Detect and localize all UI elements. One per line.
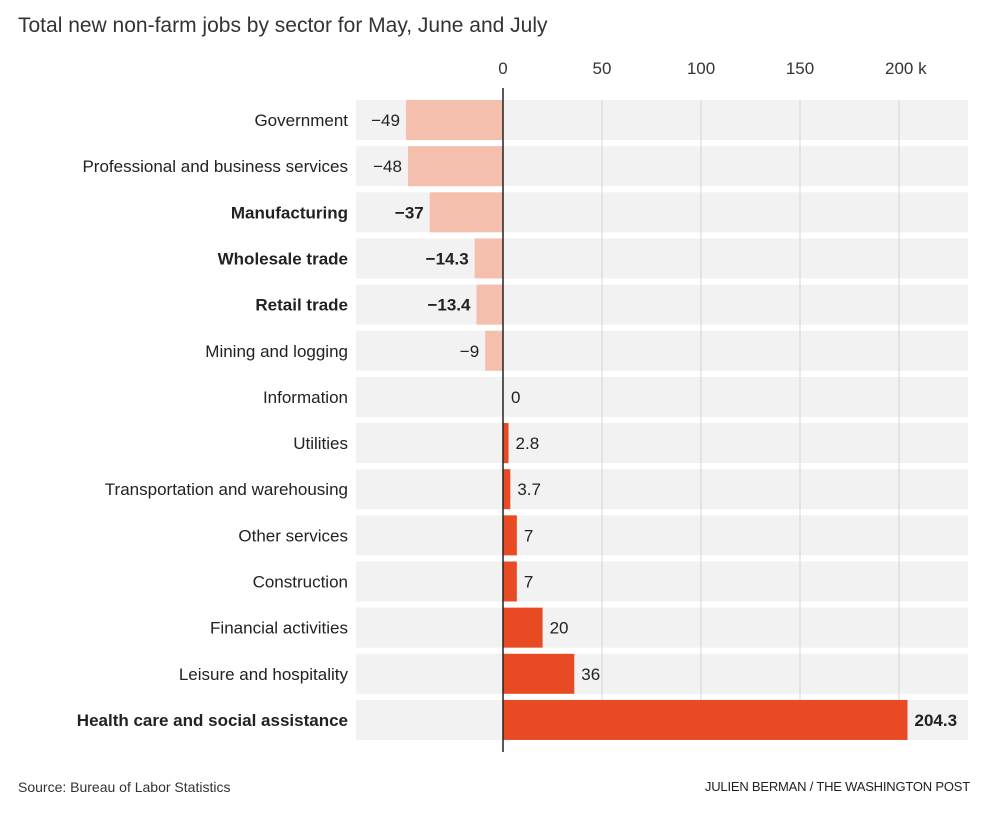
row-track — [356, 284, 968, 325]
data-label: −14.3 — [426, 249, 469, 268]
category-label: Mining and logging — [205, 342, 348, 361]
data-label: −9 — [460, 342, 479, 361]
data-label: 36 — [581, 665, 600, 684]
bar — [476, 284, 503, 325]
bar — [503, 469, 511, 510]
bar — [503, 653, 575, 694]
row-track — [356, 330, 968, 371]
bar — [405, 100, 503, 140]
bar — [503, 515, 517, 556]
row-track — [356, 607, 968, 648]
row-track — [356, 561, 968, 602]
category-label: Information — [263, 388, 348, 407]
bar — [407, 146, 503, 187]
category-label: Government — [254, 111, 348, 130]
x-tick-label: 200 k — [885, 59, 927, 78]
bar — [503, 699, 908, 740]
category-label: Transportation and warehousing — [105, 480, 348, 499]
data-label: −49 — [371, 111, 400, 130]
bar — [503, 423, 509, 464]
data-label: −13.4 — [427, 296, 471, 315]
row-track — [356, 653, 968, 694]
category-label: Wholesale trade — [218, 249, 348, 268]
category-label: Utilities — [293, 434, 348, 453]
x-tick-label: 100 — [687, 59, 715, 78]
row-track — [356, 423, 968, 464]
bar — [474, 238, 503, 279]
x-tick-label: 50 — [593, 59, 612, 78]
category-label: Professional and business services — [82, 157, 348, 176]
data-label: 7 — [524, 573, 533, 592]
data-label: −37 — [395, 203, 424, 222]
x-tick-label: 150 — [786, 59, 814, 78]
source-note: Source: Bureau of Labor Statistics — [18, 779, 231, 795]
category-label: Health care and social assistance — [77, 711, 348, 730]
row-track — [356, 238, 968, 279]
bar — [429, 192, 503, 233]
category-label: Retail trade — [255, 296, 348, 315]
category-label: Financial activities — [210, 619, 348, 638]
bar — [485, 330, 503, 371]
row-track — [356, 469, 968, 510]
category-label: Leisure and hospitality — [179, 665, 349, 684]
data-label: 0 — [511, 388, 520, 407]
bar — [503, 561, 517, 602]
data-label: −48 — [373, 157, 402, 176]
data-label: 20 — [550, 619, 569, 638]
category-label: Construction — [253, 573, 348, 592]
category-label: Other services — [238, 526, 348, 545]
x-tick-label: 0 — [498, 59, 507, 78]
data-label: 204.3 — [915, 711, 958, 730]
data-label: 7 — [524, 526, 533, 545]
data-label: 2.8 — [516, 434, 540, 453]
category-label: Manufacturing — [231, 203, 348, 222]
chart-title: Total new non-farm jobs by sector for Ma… — [18, 14, 548, 37]
row-track — [356, 515, 968, 556]
data-label: 3.7 — [517, 480, 541, 499]
row-track — [356, 376, 968, 417]
bar — [503, 607, 543, 648]
credit-line: JULIEN BERMAN / THE WASHINGTON POST — [704, 779, 970, 794]
